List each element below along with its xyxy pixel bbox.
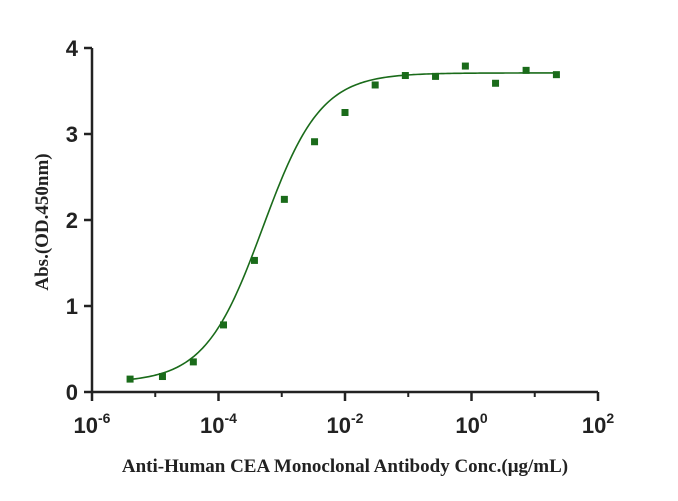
y-axis-title: Abs.(OD.450nm) xyxy=(32,153,53,290)
x-tick-label: 10-4 xyxy=(200,410,237,438)
data-point xyxy=(311,138,319,146)
y-tick-label: 1 xyxy=(66,294,78,319)
y-tick-label: 0 xyxy=(66,380,78,405)
axes xyxy=(90,48,598,394)
data-point xyxy=(220,321,228,329)
x-axis-ticks: 10-6 10-4 10-2 100 102 xyxy=(74,392,614,438)
data-points xyxy=(126,62,560,383)
data-point xyxy=(280,195,288,203)
data-point xyxy=(522,66,530,74)
data-point xyxy=(341,109,349,116)
x-tick-base: 10 xyxy=(455,413,479,438)
x-tick-exponent: -4 xyxy=(225,410,238,426)
x-tick-base: 10 xyxy=(582,413,606,438)
x-tick-base: 10 xyxy=(327,413,351,438)
data-point xyxy=(432,72,440,80)
data-point xyxy=(492,79,500,87)
x-tick-exponent: -6 xyxy=(98,410,111,426)
y-tick-label: 2 xyxy=(66,208,78,233)
x-tick-base: 10 xyxy=(74,413,98,438)
x-tick-label: 102 xyxy=(582,410,614,438)
data-point xyxy=(250,256,258,264)
data-point xyxy=(552,71,560,79)
x-tick-exponent: -2 xyxy=(351,410,364,426)
data-point xyxy=(401,72,409,80)
x-tick-label: 10-2 xyxy=(327,410,364,438)
x-tick-exponent: 0 xyxy=(480,410,488,426)
x-tick-base: 10 xyxy=(200,413,224,438)
fit-curve xyxy=(129,72,557,381)
data-point xyxy=(371,81,379,89)
data-point xyxy=(126,375,134,383)
y-axis-ticks: 0 1 2 3 4 xyxy=(66,36,92,405)
x-tick-label: 100 xyxy=(455,410,487,438)
y-tick-label: 4 xyxy=(66,36,79,61)
x-axis-title: Anti-Human CEA Monoclonal Antibody Conc.… xyxy=(122,456,568,477)
data-point xyxy=(158,373,166,381)
x-tick-exponent: 2 xyxy=(606,410,614,426)
data-point xyxy=(189,358,197,366)
x-tick-label: 10-6 xyxy=(74,410,111,438)
y-tick-label: 3 xyxy=(66,122,78,147)
data-point xyxy=(461,62,469,70)
